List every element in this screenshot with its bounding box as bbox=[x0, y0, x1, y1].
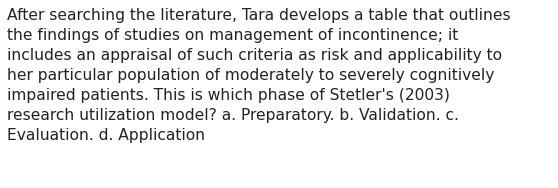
Text: After searching the literature, Tara develops a table that outlines
the findings: After searching the literature, Tara dev… bbox=[7, 8, 511, 143]
